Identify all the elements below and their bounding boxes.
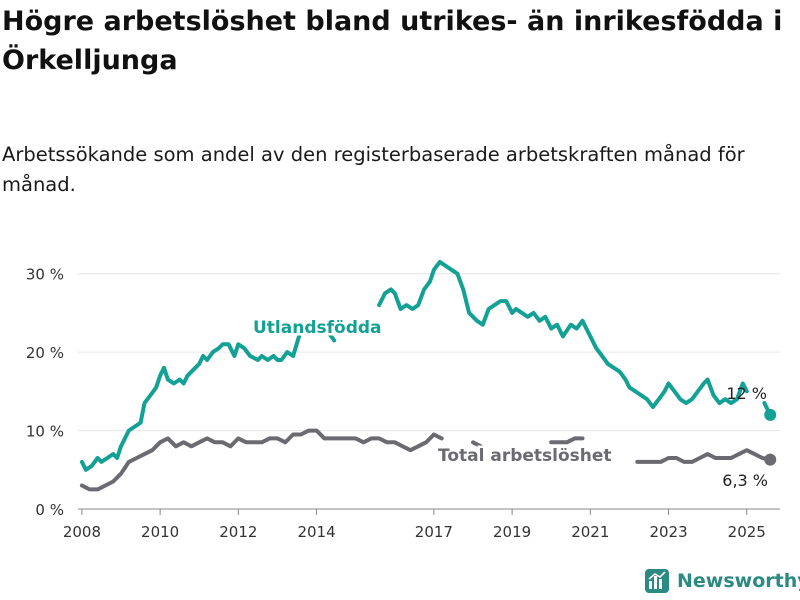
series-line-utlandsfodda: [79, 334, 301, 472]
x-tick-label: 2010: [141, 523, 179, 541]
x-tick-label: 2012: [219, 523, 257, 541]
chart-labels: Utlandsfödda Total arbetslöshet 12 % 6,3…: [251, 316, 769, 491]
x-tick-label: 2017: [415, 523, 453, 541]
series-line-total: [79, 428, 444, 492]
x-tick-label: 2019: [493, 523, 531, 541]
bar-chart-logo-icon: [645, 569, 669, 593]
series-line-total: [471, 440, 483, 449]
newsworthy-logo: Newsworthy: [645, 569, 800, 593]
chart-series: [79, 259, 777, 492]
end-label-utlandsfodda: 12 %: [726, 384, 767, 403]
series-label-utlandsfodda: Utlandsfödda: [253, 318, 382, 338]
x-tick-label: 2021: [571, 523, 609, 541]
x-tick-label: 2014: [297, 523, 335, 541]
end-label-total: 6,3 %: [722, 471, 768, 490]
y-tick-label: 10 %: [26, 423, 64, 441]
end-point-total: [764, 453, 777, 466]
y-tick-label: 0 %: [35, 501, 64, 519]
series-line-total: [549, 436, 585, 445]
chart-subtitle: Arbetssökande som andel av den registerb…: [2, 143, 745, 196]
series-line-utlandsfodda: [377, 259, 749, 409]
series-label-total: Total arbetslöshet: [438, 446, 612, 466]
x-tick-label: 2008: [63, 523, 101, 541]
end-point-utlandsfodda: [764, 408, 777, 421]
y-tick-label: 20 %: [26, 344, 64, 362]
chart-axes: 0 % 10 % 20 % 30 % 2008 2010 2012 2014 2017 2019 2…: [26, 266, 780, 541]
brand-name: Newsworthy: [677, 570, 800, 592]
x-tick-label: 2023: [649, 523, 687, 541]
grid-lines: [78, 273, 780, 432]
chart-title: Högre arbetslöshet bland utrikes- än inr…: [2, 6, 783, 76]
y-tick-label: 30 %: [26, 266, 64, 284]
series-line-utlandsfodda: [326, 330, 337, 343]
x-tick-label: 2025: [728, 523, 766, 541]
series-line-total: [635, 448, 773, 464]
